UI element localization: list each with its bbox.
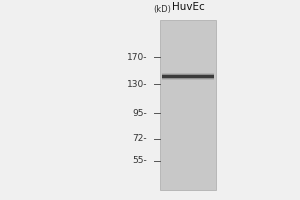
Bar — [162, 75, 214, 78]
Text: 55-: 55- — [132, 156, 147, 165]
Text: 170-: 170- — [127, 53, 147, 62]
Text: 72-: 72- — [132, 134, 147, 143]
Text: 130-: 130- — [127, 80, 147, 89]
Bar — [162, 77, 214, 79]
Text: HuvEc: HuvEc — [172, 2, 205, 12]
Bar — [160, 20, 216, 190]
Text: 95-: 95- — [132, 109, 147, 118]
Bar — [162, 73, 214, 75]
Text: (kD): (kD) — [153, 5, 171, 14]
Bar — [162, 78, 214, 80]
Bar — [162, 74, 214, 77]
